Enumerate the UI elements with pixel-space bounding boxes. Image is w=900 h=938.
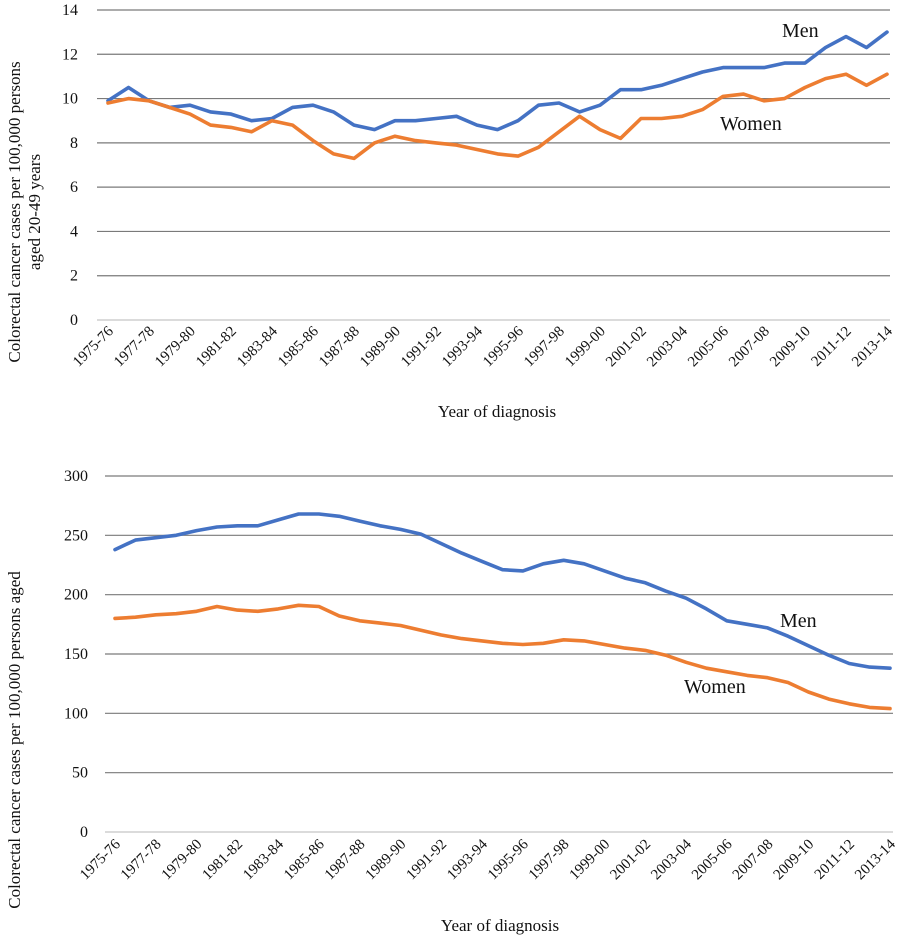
- x-tick-label: 2009-10: [767, 324, 814, 371]
- y-tick-label: 250: [64, 527, 88, 544]
- x-tick-label: 2001-02: [603, 324, 650, 371]
- x-tick-label: 1977-78: [118, 837, 165, 884]
- y-tick-label: 10: [62, 91, 78, 108]
- x-axis-title: Year of diagnosis: [438, 402, 556, 421]
- x-tick-label: 1999-00: [562, 324, 609, 371]
- x-tick-label: 2011-12: [809, 324, 855, 370]
- y-tick-label: 50: [72, 765, 88, 782]
- x-tick-label: 2009-10: [771, 837, 818, 884]
- x-tick-label: 1987-88: [322, 837, 369, 884]
- series-label-men: Men: [782, 20, 819, 42]
- x-tick-label: 1991-92: [403, 837, 450, 884]
- y-tick-label: 150: [64, 646, 88, 663]
- y-tick-label: 0: [70, 312, 78, 329]
- x-tick-label: 2013-14: [852, 836, 899, 883]
- series-line-men: [113, 512, 892, 671]
- x-axis-ticks: 1975-761977-781979-801981-821983-841985-…: [70, 323, 896, 370]
- x-tick-label: 1983-84: [240, 836, 287, 883]
- gridlines: [105, 475, 893, 833]
- y-axis-ticks: 0 50 100 150 200 250 300: [64, 468, 88, 841]
- y-tick-label: 2: [70, 268, 78, 285]
- x-axis-ticks: 1975-761977-781979-801981-821983-841985-…: [77, 836, 899, 883]
- y-tick-label: 12: [62, 46, 78, 63]
- series-lines: [106, 30, 889, 161]
- x-tick-label: 1981-82: [193, 324, 240, 371]
- x-tick-label: 1993-94: [439, 323, 486, 370]
- series-line-men: [106, 30, 889, 132]
- x-tick-label: 1983-84: [234, 323, 281, 370]
- y-tick-label: 4: [70, 223, 78, 240]
- x-tick-label: 1989-90: [363, 837, 410, 884]
- y-tick-label: 14: [62, 2, 78, 19]
- x-tick-label: 2001-02: [607, 837, 654, 884]
- x-tick-label: 2003-04: [644, 323, 691, 370]
- chart-panel-older-adults: 0 50 100 150 200 250 300 1975-761977-781979-80…: [5, 468, 899, 935]
- series-label-women: Women: [720, 113, 782, 135]
- x-tick-label: 1999-00: [567, 837, 614, 884]
- x-tick-label: 1987-88: [316, 324, 363, 371]
- x-tick-label: 1995-96: [485, 836, 532, 883]
- x-tick-label: 2005-06: [685, 323, 732, 370]
- y-tick-label: 300: [64, 468, 88, 485]
- x-tick-label: 1997-98: [526, 837, 573, 884]
- y-tick-label: 200: [64, 587, 88, 604]
- x-tick-label: 2011-12: [812, 837, 858, 883]
- x-tick-label: 1977-78: [111, 324, 158, 371]
- y-axis-title-line2: aged 20-49 years: [25, 154, 44, 270]
- chart-panel-young-adults: 0 2 4 6 8 10 12 14 1975-761977-781979-801981-82…: [5, 2, 896, 421]
- x-tick-label: 2003-04: [648, 836, 695, 883]
- x-tick-label: 1979-80: [159, 837, 206, 884]
- y-tick-label: 8: [70, 135, 78, 152]
- x-tick-label: 1985-86: [275, 323, 322, 370]
- y-tick-label: 6: [70, 179, 78, 196]
- x-tick-label: 1997-98: [521, 324, 568, 371]
- y-tick-label: 100: [64, 705, 88, 722]
- x-tick-label: 2005-06: [689, 836, 736, 883]
- series-label-men: Men: [780, 610, 817, 632]
- gridlines: [97, 9, 890, 321]
- x-tick-label: 1975-76: [70, 323, 117, 370]
- series-line-women: [113, 603, 892, 711]
- x-tick-label: 1985-86: [281, 836, 328, 883]
- x-tick-label: 1995-96: [480, 323, 527, 370]
- series-lines: [113, 512, 892, 711]
- y-tick-label: 0: [80, 824, 88, 841]
- y-axis-title-line1: Colorectal cancer cases per 100,000 pers…: [5, 61, 24, 362]
- x-tick-label: 1975-76: [77, 836, 124, 883]
- x-tick-label: 1991-92: [398, 324, 445, 371]
- x-axis-title: Year of diagnosis: [441, 916, 559, 935]
- y-axis-ticks: 0 2 4 6 8 10 12 14: [62, 2, 78, 329]
- x-tick-label: 1981-82: [200, 837, 247, 884]
- x-tick-label: 2007-08: [730, 837, 777, 884]
- x-tick-label: 2013-14: [849, 323, 896, 370]
- series-line-women: [106, 72, 889, 161]
- x-tick-label: 1993-94: [444, 836, 491, 883]
- series-label-women: Women: [684, 676, 746, 698]
- x-tick-label: 2007-08: [726, 324, 773, 371]
- x-tick-label: 1989-90: [357, 324, 404, 371]
- x-tick-label: 1979-80: [152, 324, 199, 371]
- y-axis-title-line1: Colorectal cancer cases per 100,000 pers…: [5, 571, 24, 909]
